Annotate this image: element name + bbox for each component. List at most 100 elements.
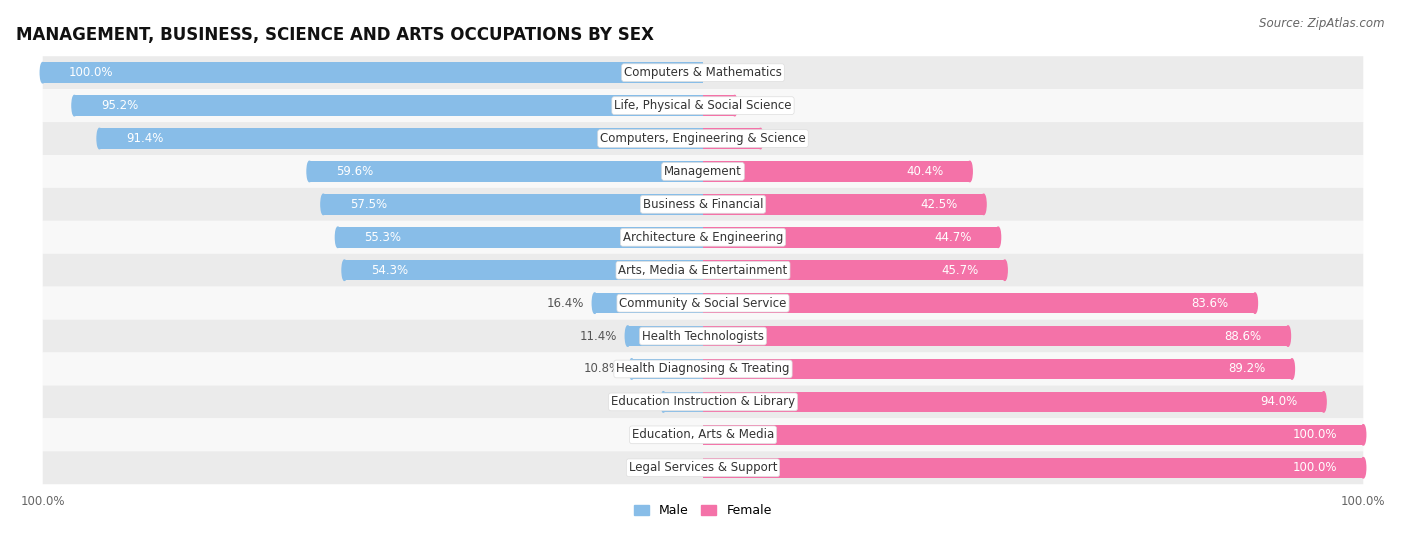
FancyBboxPatch shape — [42, 287, 1364, 320]
FancyBboxPatch shape — [42, 320, 1364, 353]
Ellipse shape — [1322, 392, 1326, 412]
Text: 8.7%: 8.7% — [770, 132, 801, 145]
Text: Life, Physical & Social Science: Life, Physical & Social Science — [614, 99, 792, 112]
Ellipse shape — [626, 326, 630, 346]
Text: Health Technologists: Health Technologists — [643, 330, 763, 343]
FancyBboxPatch shape — [42, 353, 1364, 386]
Ellipse shape — [97, 129, 103, 149]
Ellipse shape — [1253, 293, 1257, 314]
Text: 0.0%: 0.0% — [662, 461, 692, 474]
Text: 45.7%: 45.7% — [941, 264, 979, 277]
FancyBboxPatch shape — [42, 155, 1364, 188]
Text: 94.0%: 94.0% — [1260, 395, 1298, 409]
Text: 100.0%: 100.0% — [1292, 428, 1337, 441]
Bar — [627, 326, 703, 346]
Bar — [703, 129, 761, 149]
Text: 16.4%: 16.4% — [547, 297, 583, 310]
FancyBboxPatch shape — [42, 89, 1364, 122]
Bar — [703, 326, 1288, 346]
Text: 0.0%: 0.0% — [662, 428, 692, 441]
Text: Legal Services & Support: Legal Services & Support — [628, 461, 778, 474]
Text: 10.8%: 10.8% — [583, 362, 621, 376]
Text: 6.0%: 6.0% — [623, 395, 652, 409]
Ellipse shape — [336, 227, 340, 248]
Bar — [703, 194, 984, 215]
Legend: Male, Female: Male, Female — [630, 499, 776, 522]
Bar — [703, 293, 1256, 314]
Ellipse shape — [342, 260, 347, 281]
Bar — [703, 392, 1323, 412]
Text: Education Instruction & Library: Education Instruction & Library — [612, 395, 794, 409]
Text: 4.8%: 4.8% — [745, 99, 775, 112]
Ellipse shape — [630, 359, 634, 379]
Bar — [703, 96, 735, 116]
Text: Management: Management — [664, 165, 742, 178]
Ellipse shape — [1361, 458, 1365, 478]
Bar — [75, 96, 703, 116]
Ellipse shape — [41, 63, 45, 83]
Bar — [664, 392, 703, 412]
Ellipse shape — [733, 96, 737, 116]
Text: 83.6%: 83.6% — [1191, 297, 1229, 310]
FancyBboxPatch shape — [42, 221, 1364, 254]
Text: 59.6%: 59.6% — [336, 165, 373, 178]
Text: 57.5%: 57.5% — [350, 198, 387, 211]
Ellipse shape — [592, 293, 598, 314]
Text: MANAGEMENT, BUSINESS, SCIENCE AND ARTS OCCUPATIONS BY SEX: MANAGEMENT, BUSINESS, SCIENCE AND ARTS O… — [17, 26, 654, 44]
Text: Education, Arts & Media: Education, Arts & Media — [631, 428, 775, 441]
Bar — [703, 227, 998, 248]
Bar — [344, 260, 703, 281]
Text: Computers & Mathematics: Computers & Mathematics — [624, 66, 782, 79]
Bar — [631, 359, 703, 379]
Text: Architecture & Engineering: Architecture & Engineering — [623, 231, 783, 244]
Text: Health Diagnosing & Treating: Health Diagnosing & Treating — [616, 362, 790, 376]
Text: 89.2%: 89.2% — [1229, 362, 1265, 376]
Bar — [703, 260, 1005, 281]
Text: 40.4%: 40.4% — [905, 165, 943, 178]
Bar — [100, 129, 703, 149]
Bar — [703, 359, 1292, 379]
Ellipse shape — [967, 161, 972, 182]
Ellipse shape — [1285, 326, 1291, 346]
FancyBboxPatch shape — [42, 188, 1364, 221]
Bar — [595, 293, 703, 314]
FancyBboxPatch shape — [42, 56, 1364, 89]
Text: 44.7%: 44.7% — [935, 231, 972, 244]
Text: Arts, Media & Entertainment: Arts, Media & Entertainment — [619, 264, 787, 277]
Text: 88.6%: 88.6% — [1225, 330, 1261, 343]
Bar — [337, 227, 703, 248]
Ellipse shape — [661, 392, 666, 412]
Text: Computers, Engineering & Science: Computers, Engineering & Science — [600, 132, 806, 145]
FancyBboxPatch shape — [42, 451, 1364, 484]
Ellipse shape — [307, 161, 312, 182]
Ellipse shape — [995, 227, 1001, 248]
Text: 95.2%: 95.2% — [101, 99, 138, 112]
Ellipse shape — [758, 129, 763, 149]
Ellipse shape — [1361, 425, 1365, 445]
FancyBboxPatch shape — [42, 418, 1364, 451]
Text: 42.5%: 42.5% — [920, 198, 957, 211]
Text: Business & Financial: Business & Financial — [643, 198, 763, 211]
Bar — [703, 425, 1364, 445]
FancyBboxPatch shape — [42, 386, 1364, 418]
Ellipse shape — [72, 96, 77, 116]
Ellipse shape — [321, 194, 326, 215]
Bar — [42, 63, 703, 83]
Text: Community & Social Service: Community & Social Service — [619, 297, 787, 310]
Text: 11.4%: 11.4% — [579, 330, 617, 343]
Bar — [703, 161, 970, 182]
Bar — [323, 194, 703, 215]
Text: 100.0%: 100.0% — [69, 66, 114, 79]
Text: 91.4%: 91.4% — [127, 132, 163, 145]
Ellipse shape — [1002, 260, 1007, 281]
Text: 0.0%: 0.0% — [714, 66, 744, 79]
Bar — [309, 161, 703, 182]
Text: 55.3%: 55.3% — [364, 231, 401, 244]
Bar — [703, 458, 1364, 478]
FancyBboxPatch shape — [42, 122, 1364, 155]
Text: 54.3%: 54.3% — [371, 264, 408, 277]
FancyBboxPatch shape — [42, 254, 1364, 287]
Text: Source: ZipAtlas.com: Source: ZipAtlas.com — [1260, 17, 1385, 30]
Ellipse shape — [1289, 359, 1295, 379]
Ellipse shape — [981, 194, 986, 215]
